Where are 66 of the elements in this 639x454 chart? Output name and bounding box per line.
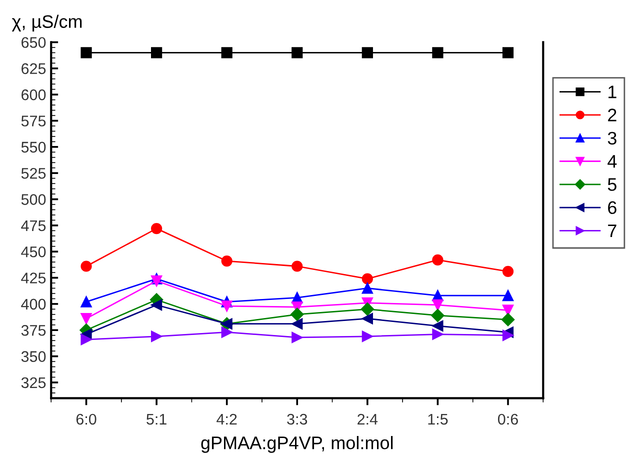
point [221, 326, 232, 338]
point [151, 223, 162, 234]
point [501, 313, 515, 326]
y-tick-label: 625 [22, 63, 46, 74]
x-axis-title: gPMAA:gP4VP, mol:mol [201, 436, 393, 453]
legend-label: 2 [608, 108, 616, 122]
legend-label: 3 [608, 132, 616, 145]
x-tick-label: 2:4 [358, 414, 378, 425]
x-tick-label: 1:5 [428, 414, 448, 425]
point [432, 299, 444, 311]
x-tick-label: 6:0 [76, 414, 96, 425]
y-tick-label: 525 [21, 168, 46, 179]
point [292, 260, 303, 272]
point [502, 330, 514, 341]
point [432, 328, 444, 340]
x-tick-label: 4:2 [216, 414, 237, 425]
point [362, 282, 373, 294]
point [360, 302, 374, 316]
x-tick-label: 0:6 [498, 414, 518, 425]
y-tick-label: 650 [22, 37, 46, 48]
point [362, 330, 373, 342]
y-axis-title: χ, µS/cm [12, 14, 82, 32]
point [80, 334, 92, 346]
y-tick-label: 450 [21, 246, 46, 258]
point [80, 296, 92, 308]
point [221, 47, 232, 58]
point [502, 47, 514, 58]
x-tick-label: 3:3 [287, 414, 308, 425]
point [290, 308, 304, 321]
point [292, 47, 303, 58]
point [151, 299, 162, 311]
point [432, 320, 444, 332]
point [362, 313, 373, 324]
point [502, 304, 514, 316]
point [292, 332, 303, 343]
point [221, 300, 232, 312]
y-tick-label: 325 [21, 377, 46, 388]
point [502, 266, 514, 278]
point [151, 47, 162, 58]
point [431, 308, 444, 322]
point [80, 313, 92, 324]
point [80, 47, 92, 58]
y-tick-label: 400 [21, 298, 46, 310]
legend-label: 7 [608, 224, 616, 238]
point [221, 255, 232, 267]
y-tick-label: 375 [21, 324, 46, 336]
point [151, 330, 162, 342]
y-tick-label: 350 [21, 351, 46, 362]
x-tick-label: 5:1 [146, 414, 166, 425]
point [432, 47, 444, 58]
legend-label: 4 [608, 155, 617, 168]
legend-label: 6 [608, 201, 616, 214]
point [362, 47, 373, 58]
y-tick-label: 550 [21, 142, 46, 153]
y-tick-label: 600 [22, 89, 46, 100]
y-tick-label: 500 [21, 194, 46, 205]
point [432, 254, 444, 266]
point [362, 273, 373, 284]
legend-label: 1 [608, 86, 616, 98]
y-tick-label: 475 [21, 220, 46, 232]
point [80, 260, 92, 272]
legend-label: 5 [608, 178, 616, 191]
point [292, 318, 303, 330]
point [502, 290, 514, 302]
y-tick-label: 425 [21, 272, 46, 284]
y-tick-label: 575 [21, 116, 46, 126]
